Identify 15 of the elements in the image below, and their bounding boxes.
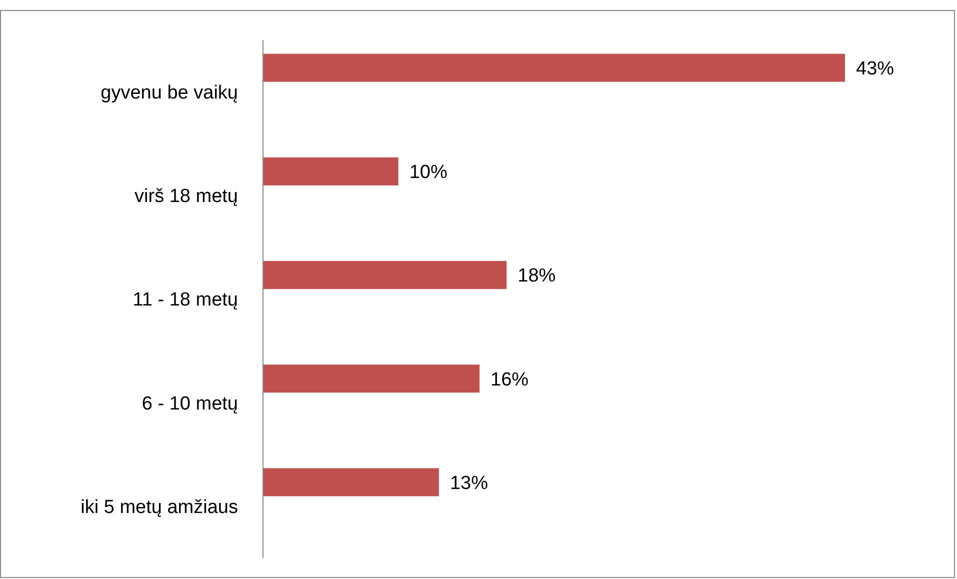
- data-label: 10%: [409, 162, 448, 184]
- data-label: 43%: [856, 58, 894, 80]
- y-tick-label: virš 18 metų: [134, 186, 238, 208]
- bar: [263, 157, 398, 186]
- bar: [263, 364, 480, 393]
- data-label: 16%: [490, 369, 529, 390]
- data-label: 18%: [518, 266, 556, 287]
- bar: [263, 54, 845, 82]
- y-tick-label: gyvenu be vaikų: [100, 82, 238, 104]
- bar: [263, 468, 439, 496]
- bar: [263, 261, 507, 289]
- y-tick-label: 6 - 10 metų: [142, 393, 238, 414]
- y-tick-label: 11 - 18 metų: [132, 290, 238, 311]
- data-label: 13%: [450, 472, 488, 494]
- y-tick-label: iki 5 metų amžiaus: [80, 496, 238, 518]
